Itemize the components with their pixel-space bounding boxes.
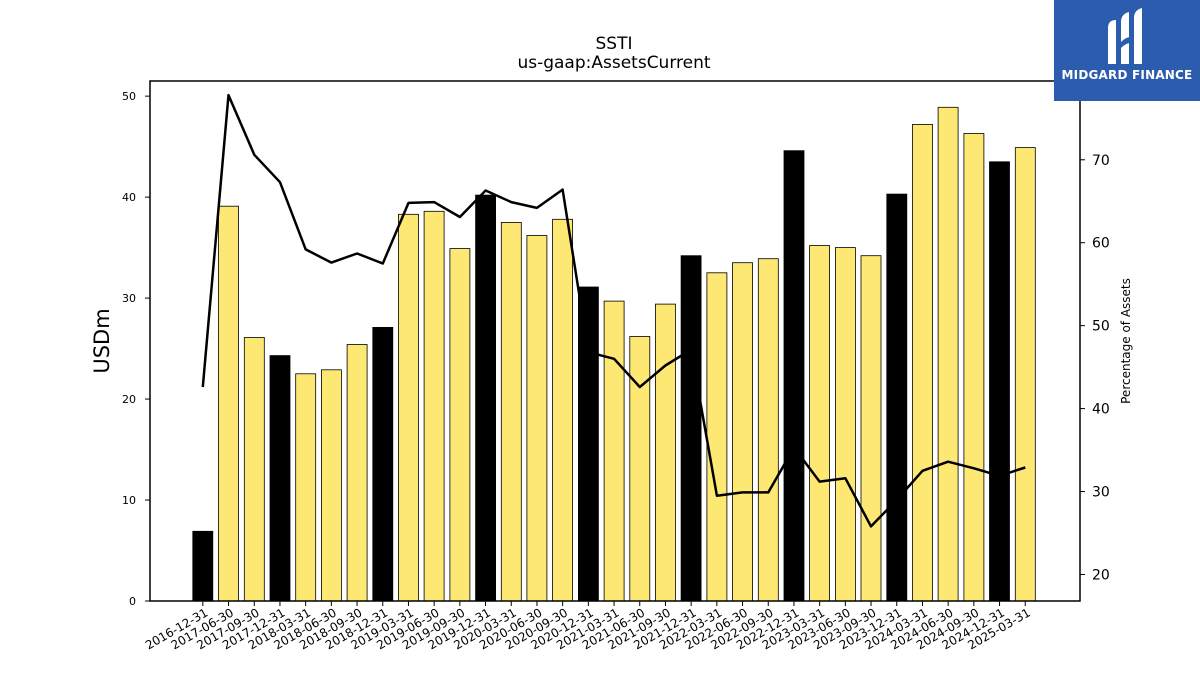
chart-subtitle: us-gaap:AssetsCurrent [517,53,710,73]
bar-2024-12-31 [989,161,1010,602]
right-tick-label: 30 [1092,485,1110,501]
left-axis: 0 10 20 30 40 50 [122,90,150,608]
right-tick-label: 50 [1092,319,1110,335]
left-tick-label: 30 [122,292,136,305]
chart-title: SSTI [596,34,633,54]
bar-2022-06-30 [732,262,753,602]
left-tick-label: 40 [122,191,136,204]
y-axis-label-left: USDm [90,308,114,373]
bar-2018-06-30 [320,369,342,602]
bar-2018-03-31 [295,373,317,602]
bar-2018-12-31 [372,326,394,602]
bar-2019-09-30 [449,248,471,602]
right-tick-label: 20 [1092,567,1110,583]
left-tick-label: 20 [122,393,136,406]
bar-2020-12-31 [578,286,599,602]
bar-2019-03-31 [398,213,419,602]
left-tick-label: 50 [122,90,136,103]
bar-2019-06-30 [423,210,445,602]
logo: MIDGARD FINANCE [1054,0,1200,101]
bar-2021-12-31 [680,255,702,602]
bar-2023-12-31 [886,193,908,602]
bar-2021-06-30 [629,336,651,602]
bar-2016-12-31 [192,530,214,602]
bar-series [192,106,1036,602]
bar-2021-03-31 [603,300,625,602]
midgard-logo-icon [1108,8,1142,64]
bar-2017-09-30 [243,337,265,602]
bar-2018-09-30 [346,344,368,602]
plot-frame [149,80,1081,602]
bar-2021-09-30 [655,303,676,602]
bar-2024-03-31 [912,124,933,602]
bar-2020-03-31 [500,221,522,602]
right-tick-label: 40 [1092,402,1110,418]
line-series [201,93,1026,528]
bar-2024-06-30 [937,106,959,602]
bar-2019-12-31 [475,194,497,602]
bar-2023-09-30 [860,255,882,602]
bar-2017-12-31 [269,355,291,602]
bar-2023-06-30 [835,247,856,602]
bar-2025-03-31 [1014,147,1036,602]
right-axis: 20 30 40 50 60 70 [1080,153,1110,583]
right-tick-label: 60 [1092,236,1110,252]
bar-2020-06-30 [526,235,548,602]
bar-2022-03-31 [706,272,728,602]
left-tick-label: 10 [122,494,136,507]
x-axis: 2016-12-312017-06-302017-09-302017-12-31… [143,601,1033,652]
y-axis-label-right: Percentage of Assets [1119,278,1133,404]
right-tick-label: 70 [1092,153,1110,169]
left-tick-label: 0 [129,595,136,608]
bar-2022-12-31 [783,150,805,602]
bar-2017-06-30 [218,205,239,602]
bar-2024-09-30 [963,133,985,602]
logo-text: MIDGARD FINANCE [1061,68,1193,82]
bar-2020-09-30 [552,218,573,602]
bar-2023-03-31 [809,245,830,602]
bar-2022-09-30 [757,258,779,602]
percentage-line [201,93,1026,528]
